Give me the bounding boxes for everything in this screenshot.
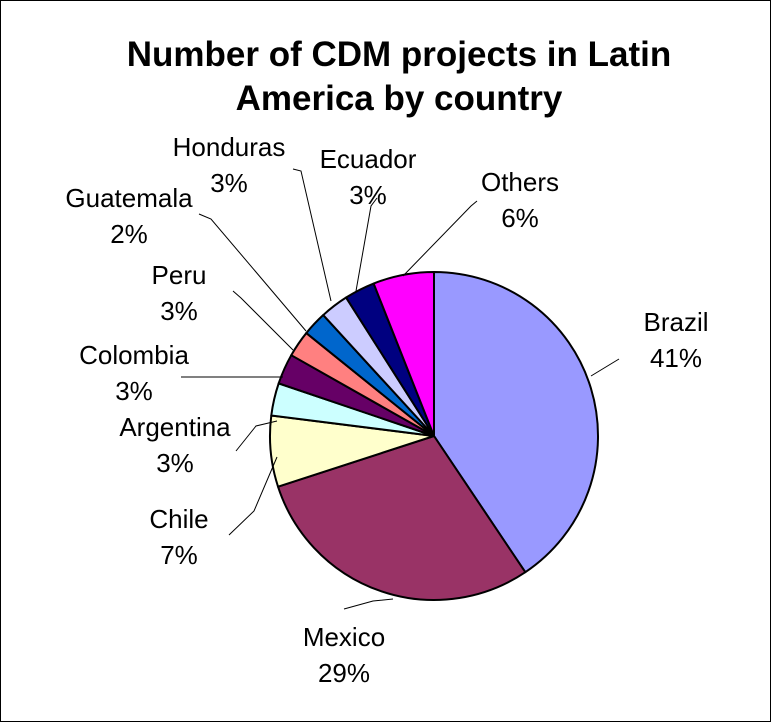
chart-title-line-2: America by country xyxy=(236,79,563,118)
pie-slice-others xyxy=(372,271,435,437)
slice-label-honduras: Honduras xyxy=(173,132,286,162)
pie-slice-brazil xyxy=(433,271,599,574)
slice-labels: Brazil 41% Mexico 29% Chile 7% Argentina 3% Colo… xyxy=(65,132,708,688)
slice-label-guatemala: Guatemala xyxy=(65,183,193,213)
slice-percent-peru: 3% xyxy=(160,296,198,326)
pie-slices xyxy=(268,271,599,601)
chart-title-line-1: Number of CDM projects in Latin xyxy=(127,35,671,74)
slice-percent-ecuador: 3% xyxy=(349,180,387,210)
slice-label-peru: Peru xyxy=(152,260,207,290)
slice-label-colombia: Colombia xyxy=(79,340,189,370)
slice-label-chile: Chile xyxy=(149,504,208,534)
slice-label-mexico: Mexico xyxy=(303,622,385,652)
slice-label-ecuador: Ecuador xyxy=(320,144,417,174)
pie-slice-mexico xyxy=(277,435,527,601)
slice-percent-mexico: 29% xyxy=(318,658,370,688)
leader-line-others xyxy=(402,200,478,277)
leader-line-peru xyxy=(232,290,294,351)
slice-percent-guatemala: 2% xyxy=(110,219,148,249)
slice-label-argentina: Argentina xyxy=(119,412,231,442)
leader-line-mexico xyxy=(343,598,394,610)
slice-percent-colombia: 3% xyxy=(115,376,153,406)
slice-label-others: Others xyxy=(481,167,559,197)
slice-percent-others: 6% xyxy=(501,203,539,233)
slice-percent-brazil: 41% xyxy=(650,343,702,373)
leader-lines xyxy=(181,168,620,610)
slice-percent-honduras: 3% xyxy=(210,168,248,198)
slice-percent-chile: 7% xyxy=(160,540,198,570)
slice-percent-argentina: 3% xyxy=(156,448,194,478)
leader-line-guatemala xyxy=(198,213,307,332)
leader-line-honduras xyxy=(292,168,332,302)
leader-line-brazil xyxy=(590,358,620,377)
leader-line-argentina xyxy=(235,420,278,452)
leader-line-ecuador xyxy=(355,197,378,292)
leader-line-chile xyxy=(228,456,278,536)
slice-label-brazil: Brazil xyxy=(643,307,708,337)
